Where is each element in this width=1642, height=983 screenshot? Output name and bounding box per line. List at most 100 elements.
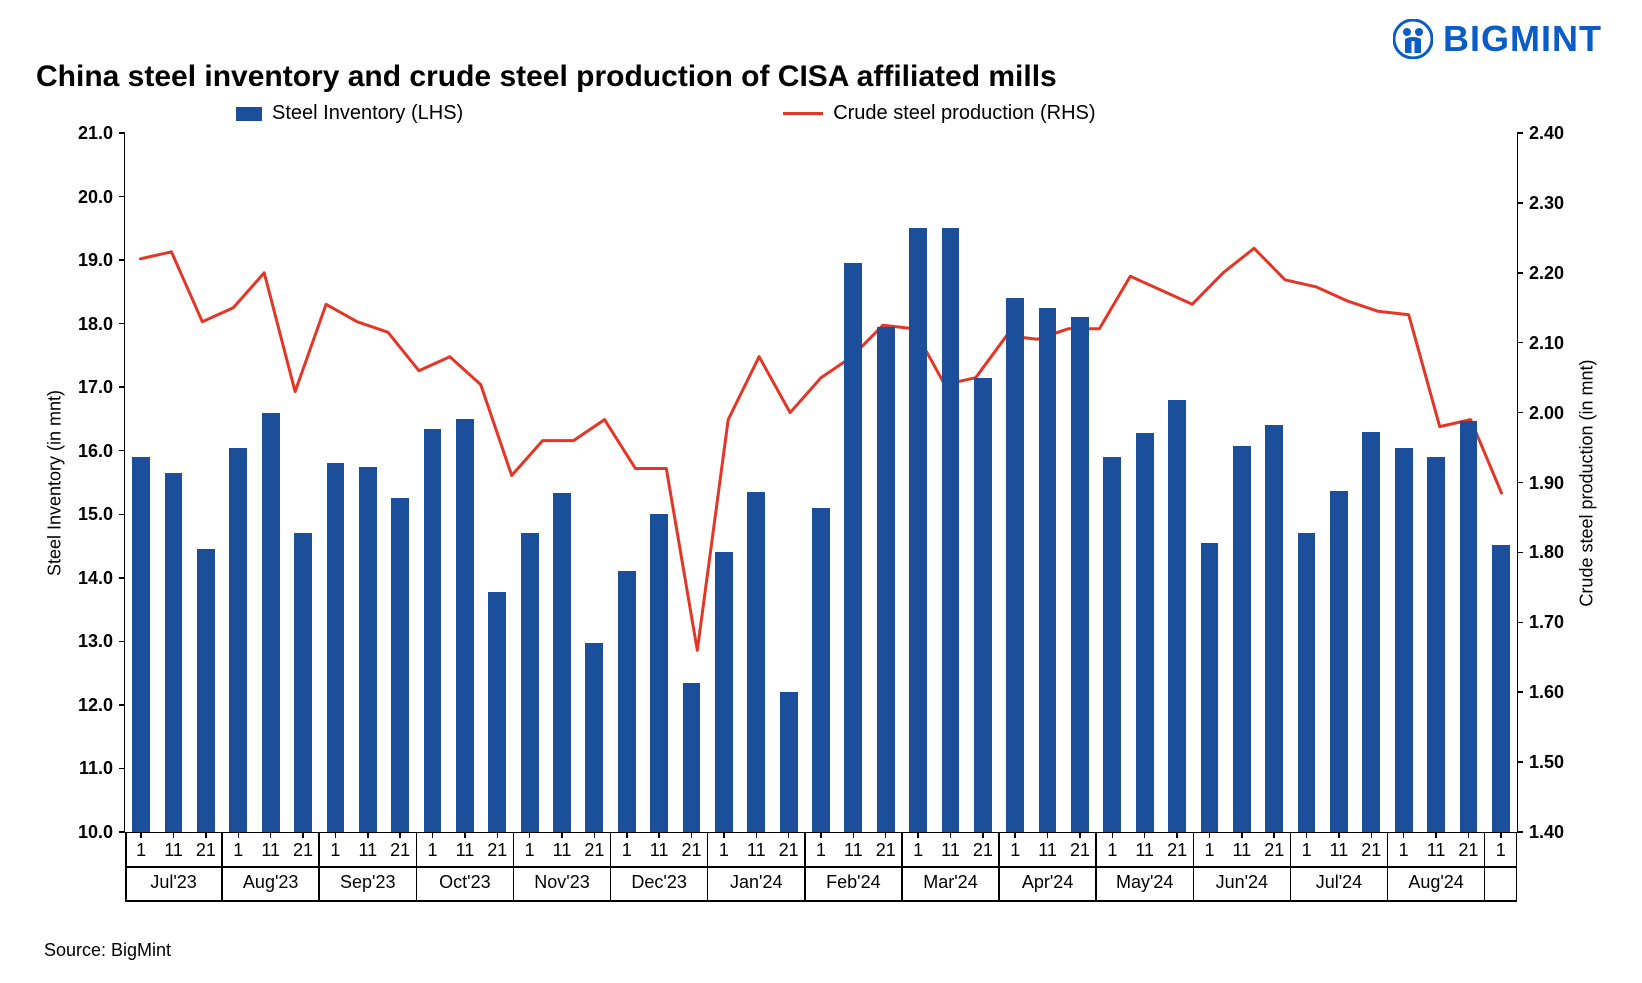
- x-day-label: 21: [390, 840, 410, 861]
- x-month-label: Mar'24: [923, 872, 977, 893]
- bar: [1136, 433, 1154, 832]
- y-left-tick-label: 21.0: [78, 124, 125, 142]
- bar: [1330, 491, 1348, 832]
- bar: [165, 473, 183, 832]
- bar: [909, 228, 927, 832]
- y-left-tick-label: 12.0: [78, 696, 125, 714]
- y-right-tick-label: 1.40: [1517, 823, 1564, 841]
- month-separator: [1484, 832, 1486, 900]
- month-separator: [513, 832, 515, 900]
- month-separator: [1387, 832, 1389, 900]
- x-day-label: 1: [1399, 840, 1409, 861]
- legend-label-line: Crude steel production (RHS): [833, 102, 1095, 125]
- y-left-tick-label: 18.0: [78, 315, 125, 333]
- x-day-tick: [1306, 832, 1308, 838]
- x-day-label: 1: [719, 840, 729, 861]
- x-day-label: 1: [330, 840, 340, 861]
- x-day-tick: [1468, 832, 1470, 838]
- month-row-top-border: [125, 866, 1517, 868]
- y-left-tick-label: 15.0: [78, 505, 125, 523]
- page: BIGMINT China steel inventory and crude …: [0, 0, 1642, 983]
- x-day-tick: [1014, 832, 1016, 838]
- bar: [1201, 543, 1219, 832]
- y-left-tick-label: 10.0: [78, 823, 125, 841]
- legend-label-bars: Steel Inventory (LHS): [272, 102, 463, 125]
- x-day-tick: [788, 832, 790, 838]
- x-day-label: 21: [1458, 840, 1478, 861]
- x-day-tick: [1144, 832, 1146, 838]
- bar: [1492, 545, 1510, 832]
- x-day-label: 11: [553, 840, 572, 861]
- month-separator: [804, 832, 806, 900]
- y-left-axis-title: Steel Inventory (in mnt): [45, 389, 66, 575]
- x-month-label: May'24: [1116, 872, 1173, 893]
- bar: [1362, 432, 1380, 832]
- x-day-label: 11: [358, 840, 377, 861]
- y-right-tick-label: 1.50: [1517, 753, 1564, 771]
- x-day-label: 1: [622, 840, 632, 861]
- x-day-label: 21: [196, 840, 216, 861]
- bar: [1039, 308, 1057, 832]
- bar: [618, 571, 636, 832]
- x-day-label: 21: [293, 840, 313, 861]
- x-day-tick: [917, 832, 919, 838]
- bar: [1071, 317, 1089, 832]
- legend-swatch-bar: [236, 107, 262, 121]
- x-day-tick: [1500, 832, 1502, 838]
- x-day-label: 1: [816, 840, 826, 861]
- y-right-axis-title: Crude steel production (in mnt): [1577, 359, 1598, 606]
- bar: [456, 419, 474, 832]
- month-separator: [1193, 832, 1195, 900]
- x-day-label: 21: [487, 840, 507, 861]
- x-month-label: Oct'23: [439, 872, 490, 893]
- y-left-tick-label: 20.0: [78, 188, 125, 206]
- x-day-tick: [1209, 832, 1211, 838]
- x-day-label: 21: [876, 840, 896, 861]
- legend-swatch-line: [783, 112, 823, 115]
- bar: [1265, 425, 1283, 832]
- bar: [1460, 421, 1478, 832]
- x-day-tick: [432, 832, 434, 838]
- bar: [391, 498, 409, 832]
- x-axis-month-row: Jul'23Aug'23Sep'23Oct'23Nov'23Dec'23Jan'…: [125, 866, 1517, 900]
- x-day-tick: [140, 832, 142, 838]
- x-day-tick: [1176, 832, 1178, 838]
- bar: [877, 327, 895, 832]
- x-month-label: Jul'24: [1316, 872, 1362, 893]
- x-day-tick: [982, 832, 984, 838]
- chart-title: China steel inventory and crude steel pr…: [36, 60, 1606, 94]
- x-day-label: 11: [164, 840, 183, 861]
- bar: [359, 467, 377, 832]
- x-month-label: Aug'24: [1408, 872, 1464, 893]
- legend-item-line: Crude steel production (RHS): [783, 102, 1095, 125]
- x-day-tick: [270, 832, 272, 838]
- month-separator: [998, 832, 1000, 900]
- x-day-label: 21: [1167, 840, 1187, 861]
- x-day-tick: [723, 832, 725, 838]
- bar: [780, 692, 798, 832]
- y-right-tick-label: 2.40: [1517, 124, 1564, 142]
- x-day-label: 1: [1496, 840, 1506, 861]
- x-month-label: Sep'23: [340, 872, 396, 893]
- bar: [1298, 533, 1316, 832]
- bar: [229, 448, 247, 832]
- x-day-tick: [1273, 832, 1275, 838]
- x-day-label: 11: [650, 840, 669, 861]
- x-day-label: 11: [747, 840, 766, 861]
- x-day-tick: [1241, 832, 1243, 838]
- y-left-tick-label: 19.0: [78, 251, 125, 269]
- y-left-tick-label: 16.0: [78, 442, 125, 460]
- x-day-label: 11: [261, 840, 280, 861]
- bar: [844, 263, 862, 832]
- plot-area: Steel Inventory (in mnt) Crude steel pro…: [124, 133, 1518, 833]
- x-day-tick: [885, 832, 887, 838]
- y-right-tick-label: 1.70: [1517, 613, 1564, 631]
- x-day-label: 11: [941, 840, 960, 861]
- y-right-tick-label: 2.30: [1517, 194, 1564, 212]
- x-day-tick: [367, 832, 369, 838]
- x-day-label: 11: [1427, 840, 1446, 861]
- y-right-tick-label: 1.60: [1517, 683, 1564, 701]
- bar: [197, 549, 215, 832]
- x-day-tick: [853, 832, 855, 838]
- x-day-tick: [1403, 832, 1405, 838]
